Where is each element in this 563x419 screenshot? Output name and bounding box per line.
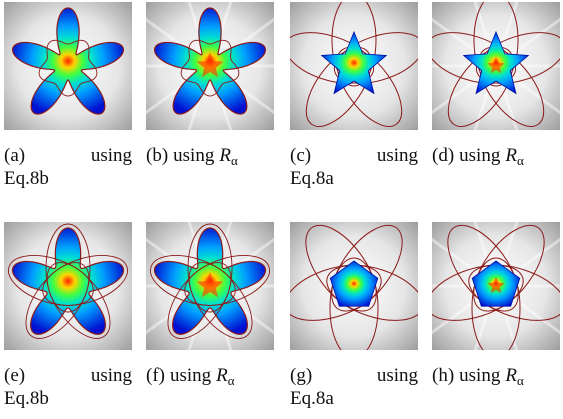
caption-f-subscript: α [227, 373, 235, 388]
caption-c-text: using [376, 145, 418, 166]
caption-b-symbol: R [219, 145, 231, 166]
panel-e-image [4, 222, 132, 350]
caption-d-label: (d) [432, 145, 455, 166]
caption-b-subscript: α [230, 153, 238, 168]
caption-h: (h) using Rα [432, 364, 560, 392]
caption-c-method: Eq.8a [290, 168, 334, 189]
caption-e-label: (e) [4, 365, 26, 386]
caption-b-text: using [173, 145, 215, 166]
caption-a-text: using [90, 145, 132, 166]
panel-f-image [146, 222, 274, 350]
caption-h-label: (h) [432, 365, 455, 386]
caption-f-label: (f) [146, 365, 165, 386]
panel-d-image [432, 2, 560, 130]
caption-f-symbol: R [216, 365, 228, 386]
caption-c-label: (c) [290, 145, 312, 166]
caption-g-text: using [376, 365, 418, 386]
caption-h-text: using [459, 365, 501, 386]
caption-d-symbol: R [505, 145, 517, 166]
caption-a-method: Eq.8b [4, 168, 49, 189]
caption-e-text: using [90, 365, 132, 386]
caption-e-method: Eq.8b [4, 388, 49, 409]
panel-c-image [290, 2, 418, 130]
caption-c: (c) using Eq.8a [290, 144, 418, 190]
caption-g-label: (g) [290, 365, 313, 386]
caption-d-text: using [459, 145, 501, 166]
caption-d: (d) using Rα [432, 144, 560, 172]
caption-a-label: (a) [4, 145, 26, 166]
caption-e: (e) using Eq.8b [4, 364, 132, 410]
panel-b-image [146, 2, 274, 130]
caption-b-label: (b) [146, 145, 169, 166]
caption-h-subscript: α [516, 373, 524, 388]
caption-h-symbol: R [505, 365, 517, 386]
caption-g-method: Eq.8a [290, 388, 334, 409]
caption-f: (f) using Rα [146, 364, 274, 392]
panel-g-image [290, 222, 418, 350]
caption-f-text: using [169, 365, 212, 386]
panel-h-image [432, 222, 560, 350]
caption-d-subscript: α [516, 153, 524, 168]
panel-a-image [4, 2, 132, 130]
caption-g: (g) using Eq.8a [290, 364, 418, 410]
caption-a: (a) using Eq.8b [4, 144, 132, 190]
caption-b: (b) using Rα [146, 144, 274, 172]
